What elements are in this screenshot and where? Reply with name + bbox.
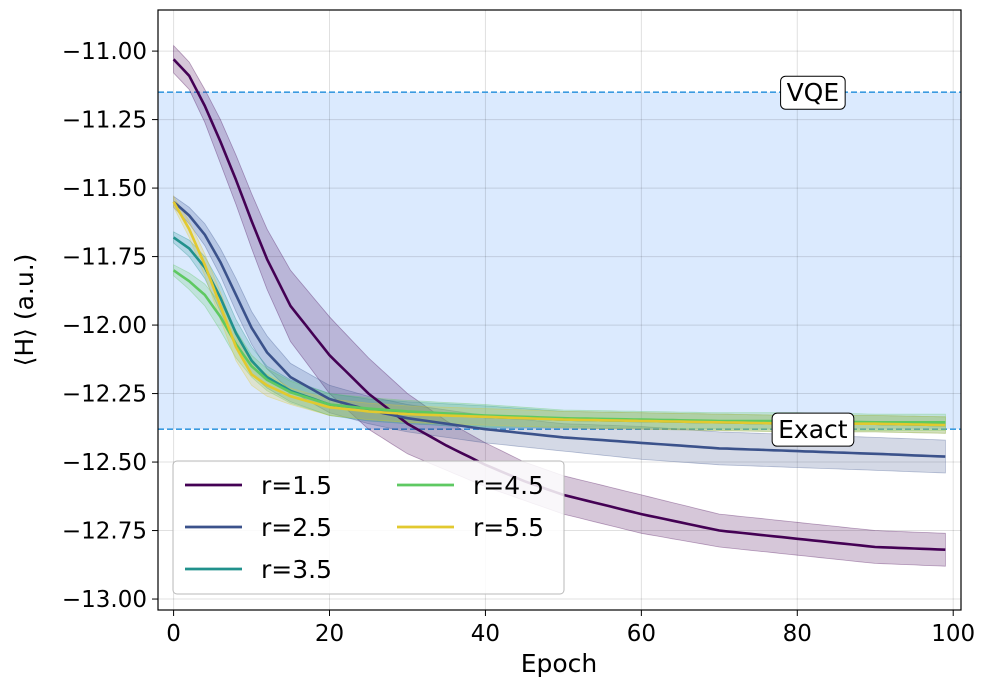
axis-ticks: 0 20 40 60 80 100 −11.00 −11.25 −11.50 −11.75 −12.… <box>62 39 975 647</box>
x-tick-label: 100 <box>931 621 975 647</box>
series-band-r-5-5 <box>173 194 946 434</box>
vqe-annotation: VQE <box>780 75 846 110</box>
legend-item: r=3.5 <box>185 555 332 584</box>
confidence-region <box>158 92 961 430</box>
legend-item: r=4.5 <box>397 471 544 500</box>
x-tick-label: 40 <box>471 621 500 647</box>
y-tick-label: −13.00 <box>62 587 147 613</box>
legend-label: r=5.5 <box>473 513 544 542</box>
shaded-band <box>158 92 961 430</box>
series-band-r-3-5 <box>173 231 946 434</box>
vqe-label: VQE <box>787 78 840 107</box>
y-tick-label: −12.00 <box>62 313 147 339</box>
y-tick-label: −11.25 <box>62 108 147 134</box>
y-tick-label: −12.75 <box>62 519 147 545</box>
exact-annotation: Exact <box>771 412 855 447</box>
legend-label: r=4.5 <box>473 471 544 500</box>
legend-label: r=1.5 <box>261 471 332 500</box>
y-tick-label: −12.25 <box>62 382 147 408</box>
legend-item: r=1.5 <box>185 471 332 500</box>
reference-annotations: VQE Exact <box>771 75 855 447</box>
plot-frame <box>157 9 962 611</box>
x-tick-label: 80 <box>783 621 812 647</box>
vqe-label-box <box>780 75 846 110</box>
y-tick-label: −12.50 <box>62 450 147 476</box>
legend-label: r=3.5 <box>261 555 332 584</box>
y-tick-label: −11.50 <box>62 176 147 202</box>
y-axis-label: ⟨H⟩ (a.u.) <box>10 254 39 367</box>
legend-item: r=2.5 <box>185 513 332 542</box>
exact-label-box <box>771 412 855 447</box>
x-axis-label: Epoch <box>521 649 598 678</box>
x-tick-label: 60 <box>627 621 656 647</box>
legend: r=1.5 r=2.5 r=3.5 r=4.5 r=5.5 <box>172 460 565 595</box>
exact-label: Exact <box>778 415 848 444</box>
series-band-r-4-5 <box>173 264 946 431</box>
y-tick-label: −11.00 <box>62 39 147 65</box>
x-tick-label: 20 <box>315 621 344 647</box>
series-line-r-2-5 <box>172 200 946 458</box>
y-tick-label: −11.75 <box>62 245 147 271</box>
x-tick-label: 0 <box>166 621 181 647</box>
legend-item: r=5.5 <box>397 513 544 542</box>
legend-box <box>172 460 565 595</box>
legend-label: r=2.5 <box>261 513 332 542</box>
